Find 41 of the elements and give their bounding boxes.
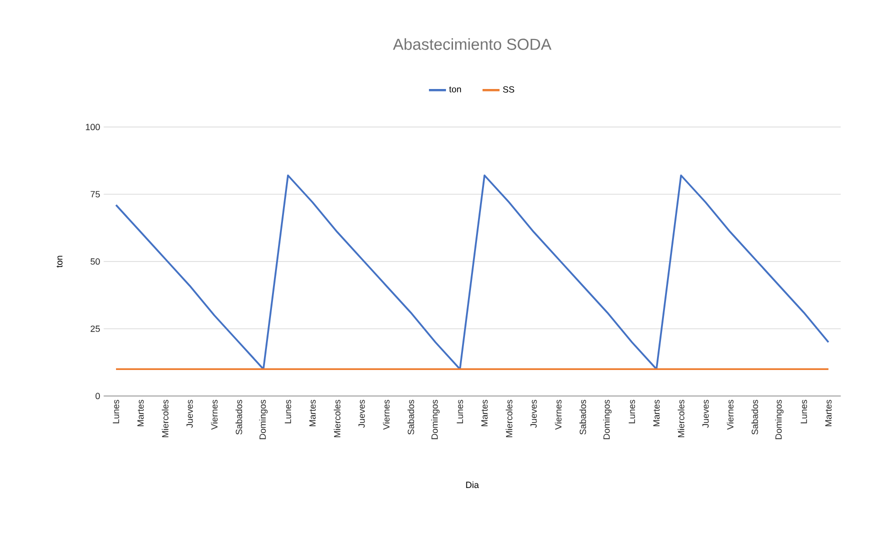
- x-tick-label: Miercoles: [678, 400, 684, 438]
- x-tick-label: Jueves: [530, 400, 537, 428]
- x-tick-label: Sabados: [408, 400, 414, 435]
- x-tick-label: Lunes: [284, 400, 292, 424]
- x-tick-label: Sabados: [751, 400, 758, 435]
- x-tick-label: Martes: [653, 400, 660, 426]
- legend-label: SS: [503, 86, 514, 93]
- y-tick-label: 100: [86, 124, 100, 130]
- x-tick-label: Viernes: [382, 400, 390, 430]
- x-tick-label: Sabados: [236, 400, 242, 435]
- y-tick-label: 75: [90, 191, 100, 198]
- x-tick-label: Jueves: [358, 400, 365, 428]
- x-tick-label: Jueves: [702, 400, 709, 428]
- x-tick-label: Lunes: [456, 400, 464, 424]
- x-tick-label: Viernes: [210, 400, 218, 430]
- chart-title: Abastecimiento SODA: [392, 38, 552, 50]
- x-tick-label: Domingos: [775, 400, 784, 440]
- x-tick-label: Domingos: [259, 400, 268, 440]
- x-tick-label: Sabados: [579, 400, 586, 435]
- x-tick-label: Miercoles: [506, 400, 512, 438]
- x-tick-label: Viernes: [726, 400, 734, 430]
- x-tick-label: Martes: [137, 400, 144, 426]
- x-tick-label: Lunes: [800, 400, 808, 424]
- x-tick-label: Jueves: [186, 400, 193, 428]
- x-axis-title: Dia: [466, 481, 479, 488]
- y-tick-label: 25: [90, 326, 100, 332]
- x-tick-label: Lunes: [628, 400, 636, 424]
- x-tick-label: Viernes: [554, 400, 562, 430]
- x-tick-label: Martes: [481, 400, 488, 426]
- line-series: [115, 174, 830, 370]
- legend-label: ton: [449, 86, 461, 92]
- x-tick-label: Martes: [825, 400, 832, 426]
- y-tick-label: 0: [96, 392, 100, 400]
- x-tick-label: Lunes: [112, 400, 120, 424]
- y-tick-label: 50: [90, 258, 100, 265]
- x-tick-label: Miercoles: [162, 400, 168, 438]
- x-tick-label: Martes: [309, 400, 316, 426]
- y-axis-title: ton: [56, 256, 62, 268]
- x-tick-label: Miercoles: [334, 400, 340, 438]
- x-tick-label: Domingos: [431, 400, 440, 440]
- x-tick-label: Domingos: [603, 400, 612, 440]
